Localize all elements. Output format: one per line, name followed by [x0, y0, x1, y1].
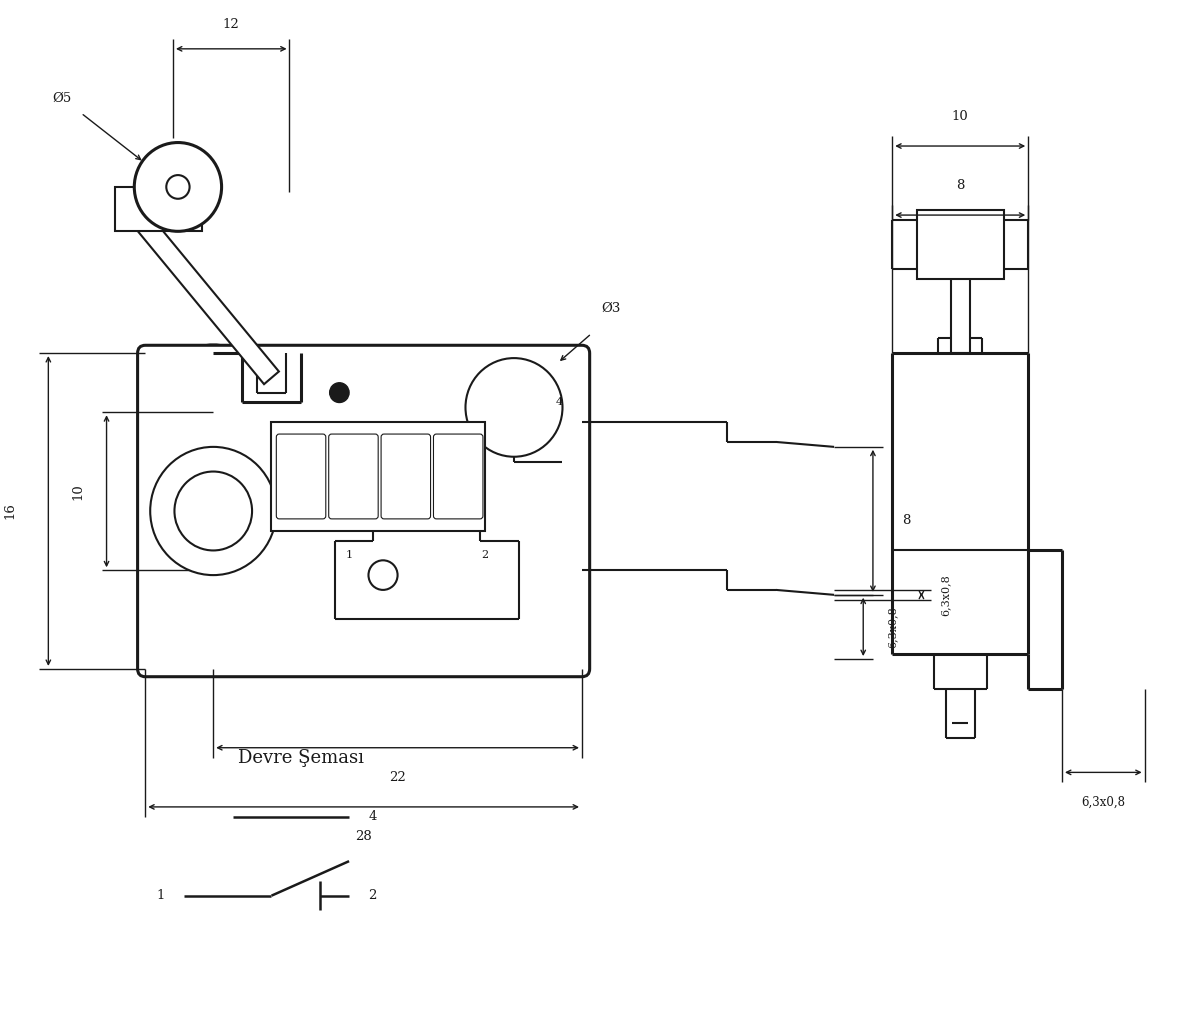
FancyBboxPatch shape	[115, 187, 202, 232]
Text: 2: 2	[481, 550, 488, 561]
Bar	[271, 423, 485, 531]
Circle shape	[174, 472, 252, 550]
Text: m: m	[349, 473, 358, 481]
Text: Devre Şeması: Devre Şeması	[238, 748, 364, 767]
Circle shape	[466, 358, 563, 456]
Text: Ø3: Ø3	[601, 302, 620, 315]
Circle shape	[330, 383, 349, 402]
Circle shape	[167, 175, 190, 199]
FancyBboxPatch shape	[382, 434, 431, 519]
Circle shape	[134, 143, 222, 232]
FancyBboxPatch shape	[276, 434, 325, 519]
Text: s: s	[456, 473, 461, 481]
FancyBboxPatch shape	[433, 434, 482, 519]
Text: 4: 4	[368, 811, 377, 823]
FancyArrowPatch shape	[186, 344, 240, 352]
Text: 8: 8	[956, 179, 965, 192]
Text: 16: 16	[4, 502, 16, 520]
Text: 28: 28	[355, 830, 372, 843]
Text: 10: 10	[71, 483, 84, 499]
Text: 2: 2	[368, 889, 377, 903]
Text: 6,3x0,8: 6,3x0,8	[941, 574, 950, 616]
Text: 8: 8	[902, 515, 911, 528]
Circle shape	[368, 561, 397, 590]
Text: 22: 22	[389, 771, 406, 784]
Text: 4: 4	[556, 397, 563, 407]
Text: Ø5: Ø5	[52, 92, 71, 105]
Text: 12: 12	[223, 17, 240, 31]
FancyBboxPatch shape	[329, 434, 378, 519]
Text: 10: 10	[952, 110, 968, 123]
Text: a: a	[403, 473, 408, 481]
Text: 1: 1	[156, 889, 164, 903]
FancyBboxPatch shape	[138, 345, 589, 677]
Text: 1: 1	[346, 550, 353, 561]
Polygon shape	[127, 205, 278, 384]
Bar	[917, 210, 1004, 279]
Text: 6,3x0,8: 6,3x0,8	[1081, 795, 1126, 809]
Text: 6,3x0,8: 6,3x0,8	[888, 606, 898, 647]
Text: e: e	[299, 473, 304, 481]
Circle shape	[150, 447, 276, 575]
